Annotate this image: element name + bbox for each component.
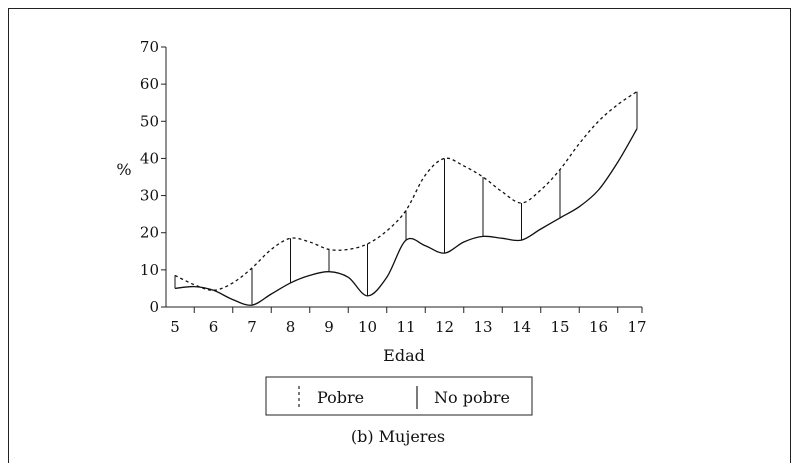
figure-frame [8, 8, 791, 463]
x-tick-label: 12 [435, 318, 454, 336]
vertical-gap-lines [174, 91, 638, 306]
legend-no-pobre-label: No pobre [434, 388, 510, 407]
legend-pobre-label: Pobre [317, 388, 364, 407]
y-axis-label: % [116, 160, 131, 179]
series-lines [174, 91, 638, 306]
series-pobre-line [174, 91, 638, 291]
x-tick-label: 15 [550, 318, 569, 336]
x-tick-label: 11 [396, 318, 415, 336]
x-tick-label: 9 [324, 318, 334, 336]
legend: Pobre No pobre [265, 376, 533, 416]
x-tick-label: 7 [247, 318, 257, 336]
x-tick-label: 17 [627, 318, 646, 336]
x-tick-label: 6 [209, 318, 219, 336]
y-tick-label: 20 [140, 224, 159, 242]
legend-box [265, 376, 533, 416]
y-tick-label: 10 [140, 261, 159, 279]
x-tick-label: 13 [473, 318, 492, 336]
y-tick-label: 30 [140, 187, 159, 205]
figure-caption: (b) Mujeres [351, 427, 445, 446]
y-tick-label: 60 [140, 75, 159, 93]
axes: 0 10 20 30 40 50 60 70 5 6 7 8 9 10 11 12 13 14 15 16 17 [140, 38, 647, 336]
x-axis-label: Edad [383, 346, 425, 365]
x-tick-label: 5 [170, 318, 180, 336]
x-tick-label: 10 [358, 318, 377, 336]
x-tick-label: 8 [286, 318, 296, 336]
x-tick-label: 16 [589, 318, 608, 336]
y-tick-label: 0 [149, 298, 159, 316]
y-tick-label: 70 [140, 38, 159, 56]
x-tick-label: 14 [512, 318, 531, 336]
y-tick-label: 40 [140, 149, 159, 167]
y-tick-label: 50 [140, 112, 159, 130]
series-no-pobre-line [174, 128, 638, 306]
